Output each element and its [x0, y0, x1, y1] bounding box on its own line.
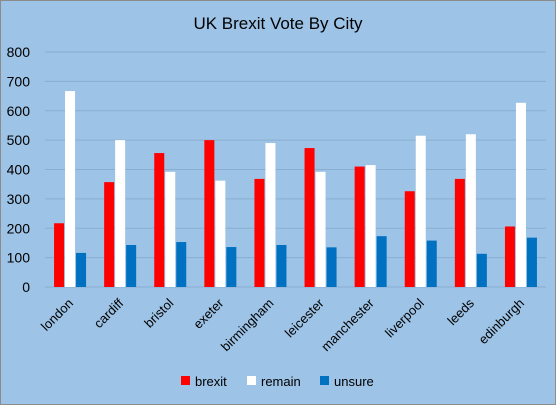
bar-remain-bristol	[165, 171, 176, 287]
bar-unsure-leeds	[476, 253, 487, 287]
y-tick-label: 0	[22, 279, 30, 295]
bar-brexit-exeter	[204, 140, 215, 287]
x-tick-label: birmingham	[218, 296, 277, 355]
bar-remain-birmingham	[265, 143, 276, 287]
x-tick-label: london	[38, 296, 76, 334]
x-tick-label: manchester	[318, 295, 377, 354]
bar-remain-london	[65, 91, 76, 287]
bar-brexit-birmingham	[254, 178, 265, 287]
bar-brexit-manchester	[354, 166, 365, 287]
bars	[54, 91, 537, 287]
bar-brexit-leicester	[304, 148, 315, 287]
bar-unsure-edinburgh	[526, 237, 537, 287]
bar-unsure-manchester	[376, 236, 387, 287]
y-tick-label: 400	[7, 162, 31, 178]
bar-remain-manchester	[365, 165, 376, 287]
bar-remain-cardiff	[115, 140, 126, 287]
y-tick-label: 300	[7, 191, 31, 207]
y-tick-label: 800	[7, 44, 31, 60]
x-tick-label: liverpool	[382, 295, 427, 340]
legend-label-brexit: brexit	[195, 374, 227, 389]
y-tick-label: 500	[7, 132, 31, 148]
x-tick-label: bristol	[141, 295, 176, 330]
x-tick-label: leeds	[444, 295, 477, 328]
x-tick-label: edinburgh	[476, 296, 527, 347]
y-tick-label: 600	[7, 103, 31, 119]
bar-unsure-bristol	[176, 242, 187, 287]
legend-swatch-remain	[247, 376, 256, 385]
bar-unsure-liverpool	[426, 240, 437, 287]
bar-brexit-cardiff	[104, 182, 115, 287]
legend-swatch-brexit	[181, 376, 190, 385]
bar-remain-exeter	[215, 180, 226, 287]
legend-label-remain: remain	[261, 374, 301, 389]
x-tick-label: cardiff	[91, 295, 127, 331]
legend: brexit remain unsure	[181, 374, 374, 389]
bar-brexit-london	[54, 223, 65, 287]
bar-remain-liverpool	[415, 135, 426, 287]
x-tick-label: exeter	[190, 295, 227, 332]
legend-swatch-unsure	[320, 376, 329, 385]
bar-brexit-bristol	[154, 153, 165, 287]
x-tick-label: leicester	[282, 295, 327, 340]
chart-title: UK Brexit Vote By City	[193, 14, 363, 33]
bar-unsure-leicester	[326, 247, 337, 287]
bar-remain-edinburgh	[515, 102, 526, 287]
bar-unsure-exeter	[226, 247, 237, 287]
bar-unsure-cardiff	[126, 244, 137, 287]
legend-label-unsure: unsure	[334, 374, 374, 389]
bar-remain-leeds	[465, 134, 476, 287]
bar-brexit-edinburgh	[504, 226, 515, 287]
y-tick-label: 200	[7, 220, 31, 236]
y-axis-ticks: 0 100 200 300 400 500 600 700 800	[7, 44, 31, 295]
bar-unsure-birmingham	[276, 244, 287, 287]
y-tick-label: 100	[7, 250, 31, 266]
bar-remain-leicester	[315, 171, 326, 287]
y-tick-label: 700	[7, 73, 31, 89]
bar-brexit-leeds	[454, 178, 465, 287]
bar-brexit-liverpool	[404, 191, 415, 287]
bar-unsure-london	[76, 252, 87, 287]
